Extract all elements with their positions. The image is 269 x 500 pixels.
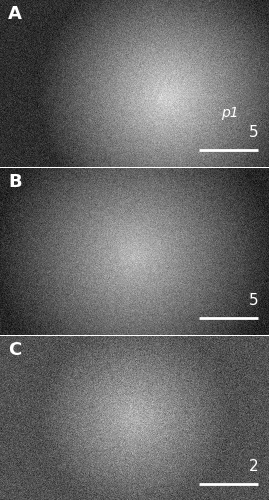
Text: 5: 5 [249, 293, 258, 308]
Text: 2: 2 [249, 458, 258, 473]
Text: p1: p1 [221, 106, 238, 120]
Text: 5: 5 [249, 125, 258, 140]
Text: C: C [8, 341, 21, 359]
Text: B: B [8, 173, 22, 191]
Text: A: A [8, 5, 22, 23]
